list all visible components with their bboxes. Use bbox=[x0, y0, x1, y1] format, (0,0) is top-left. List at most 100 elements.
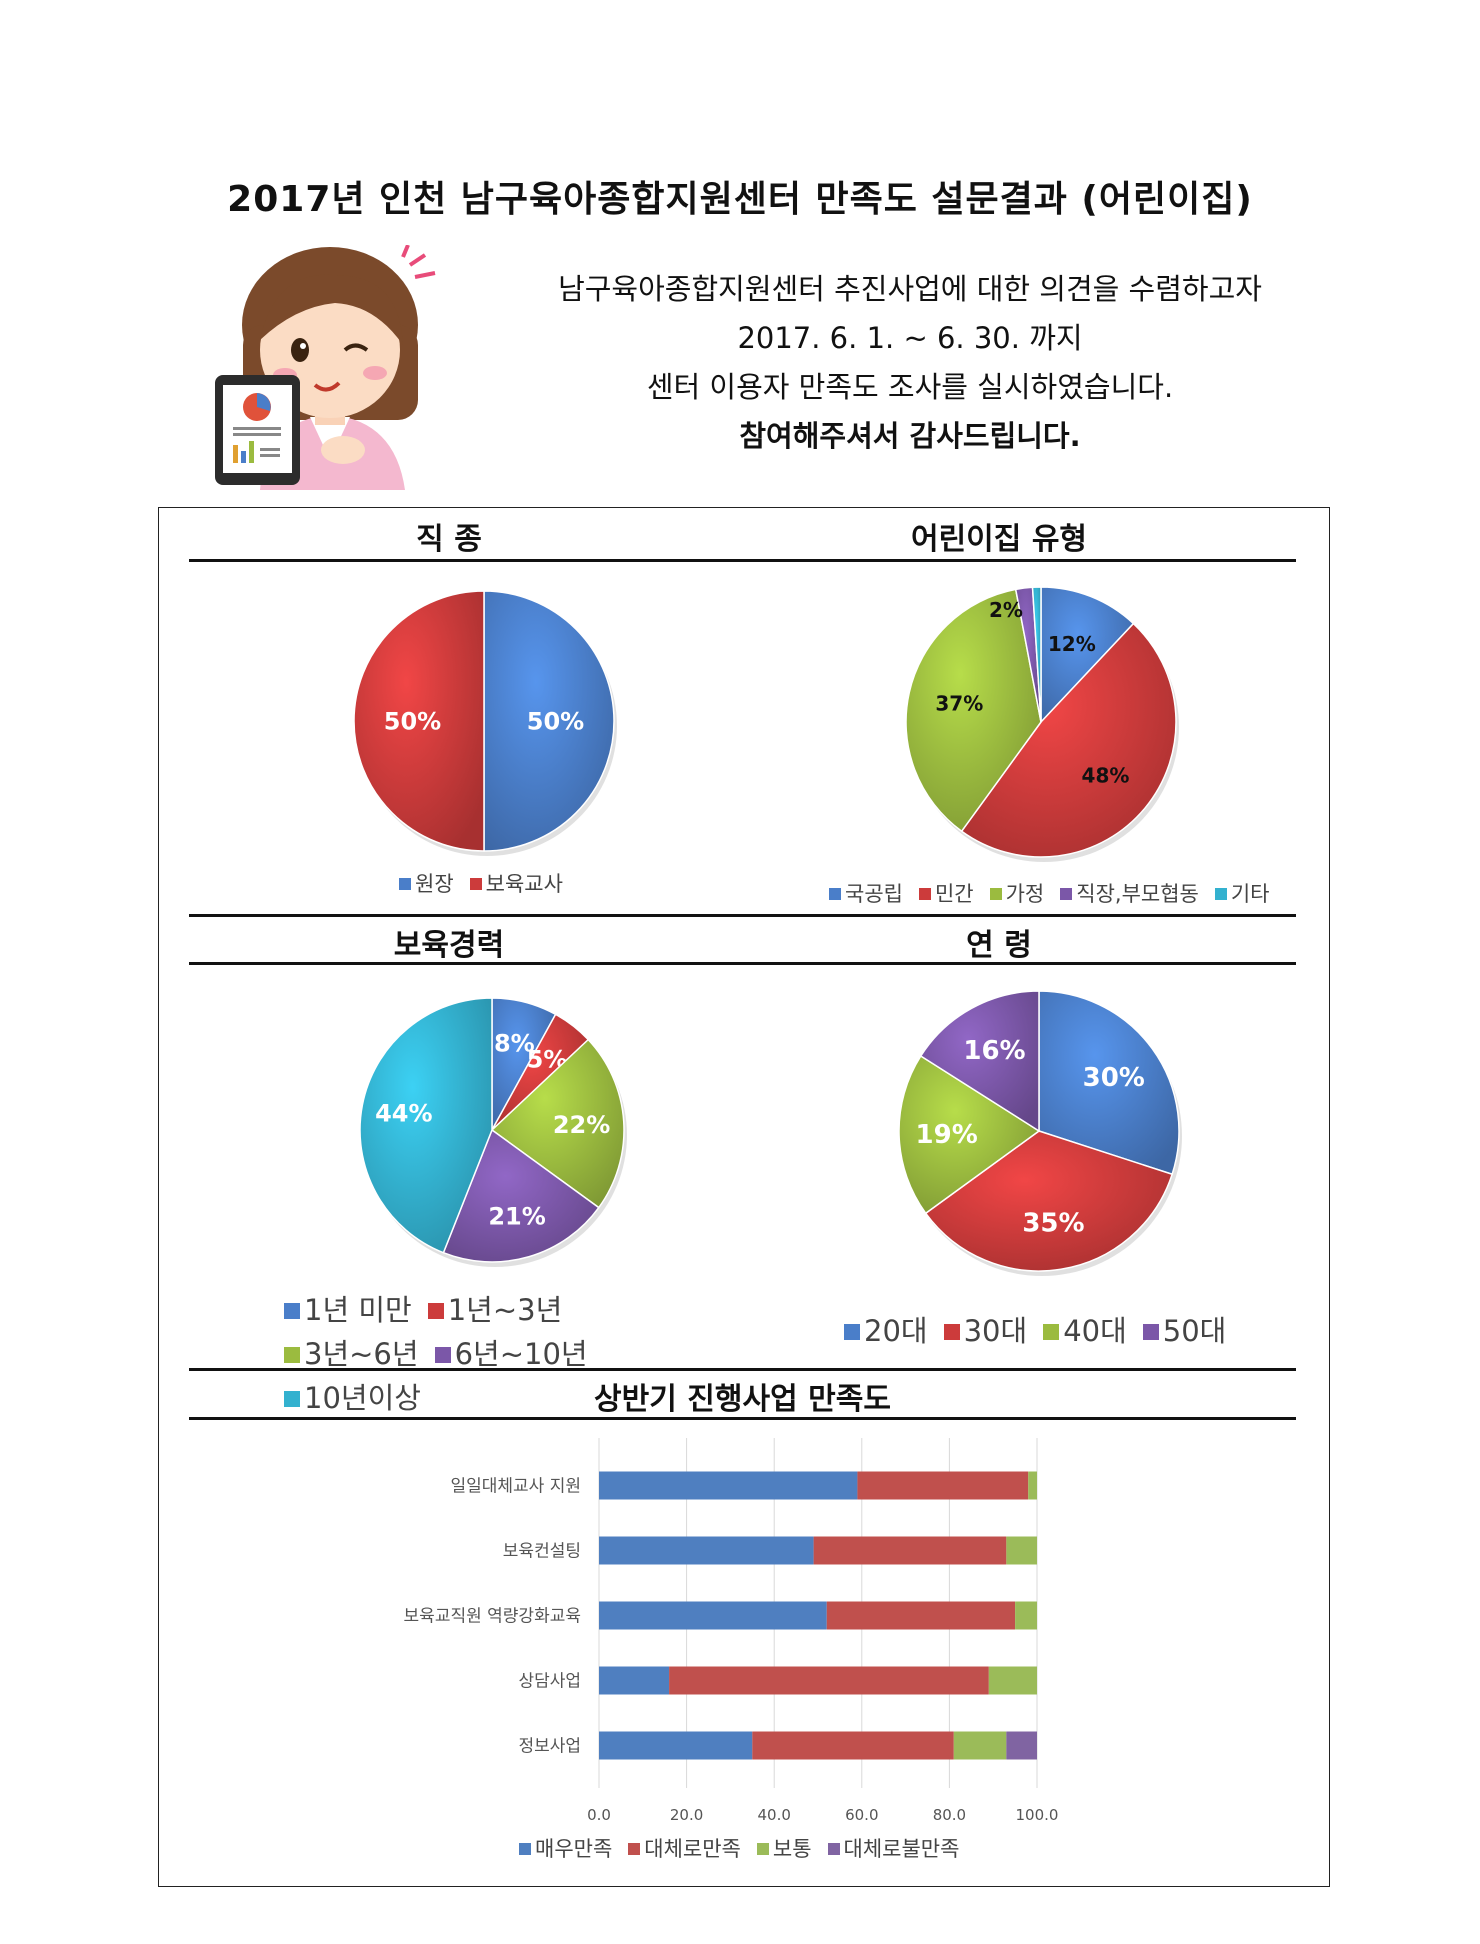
intro-line-3: 센터 이용자 만족도 조사를 실시하였습니다. bbox=[646, 370, 1174, 404]
y-category-label: 보육교직원 역량강화교육 bbox=[404, 1607, 581, 1627]
pie-slice-보육교사 bbox=[353, 590, 485, 852]
pie-value-label: 48% bbox=[1082, 763, 1130, 787]
legend-experience: 1년 미만 1년~3년 3년~6년 6년~10년 10년이상 bbox=[284, 1288, 714, 1420]
y-category-label: 일일대체교사 지원 bbox=[450, 1477, 581, 1497]
legend-satisfaction: 매우만족 대체로만족 보통 대체로불만족 bbox=[519, 1833, 975, 1863]
legend-label: 보통 bbox=[772, 1837, 812, 1861]
bar-segment-보통 bbox=[1028, 1471, 1037, 1500]
pie-value-label: 2% bbox=[989, 598, 1023, 622]
legend-swatch bbox=[519, 1843, 531, 1855]
legend-label: 40대 bbox=[1063, 1314, 1127, 1348]
legend-item: 40대 bbox=[1043, 1308, 1127, 1350]
bar-segment-매우만족 bbox=[599, 1601, 827, 1630]
legend-label: 매우만족 bbox=[535, 1837, 613, 1861]
legend-swatch bbox=[756, 1843, 769, 1855]
pie-slice-원장 bbox=[483, 590, 615, 852]
legend-label: 기타 bbox=[1230, 882, 1270, 906]
chart-title-job: 직 종 bbox=[416, 522, 482, 557]
legend-swatch bbox=[827, 1843, 840, 1855]
bar-segment-대체로만족 bbox=[857, 1471, 1029, 1500]
intro-text: 남구육아종합지원센터 추진사업에 대한 의견을 수렴하고자 2017. 6. 1… bbox=[520, 265, 1300, 461]
legend-item: 50대 bbox=[1142, 1308, 1226, 1350]
x-tick-label: 20.0 bbox=[670, 1806, 703, 1824]
x-tick-label: 80.0 bbox=[933, 1806, 966, 1824]
legend-label: 보육교사 bbox=[485, 872, 563, 896]
legend-item: 국공립 bbox=[829, 878, 903, 908]
legend-label: 대체로불만족 bbox=[843, 1837, 960, 1861]
legend-item: 보육교사 bbox=[469, 868, 563, 898]
legend-item: 직장,부모협동 bbox=[1060, 878, 1199, 908]
legend-item: 매우만족 bbox=[519, 1833, 612, 1863]
legend-label: 민간 bbox=[934, 882, 974, 906]
legend-swatch bbox=[1043, 1324, 1060, 1340]
chart-title-experience: 보육경력 bbox=[393, 928, 505, 963]
legend-swatch bbox=[434, 1347, 451, 1363]
pie-value-label: 22% bbox=[553, 1111, 610, 1139]
legend-swatch bbox=[943, 1324, 960, 1340]
legend-label: 10년이상 bbox=[304, 1381, 421, 1415]
pie-slice-10년이상 bbox=[359, 997, 493, 1254]
woman-with-tablet-illustration bbox=[215, 245, 436, 490]
legend-swatch bbox=[284, 1303, 300, 1319]
pie-slice-30대 bbox=[924, 1130, 1174, 1272]
bar-segment-보통 bbox=[988, 1666, 1037, 1695]
section-rule bbox=[189, 962, 1296, 965]
pie-value-label: 44% bbox=[375, 1100, 432, 1128]
legend-label: 국공립 bbox=[845, 882, 903, 906]
pie-value-label: 21% bbox=[488, 1203, 545, 1231]
legend-item: 6년~10년 bbox=[434, 1332, 588, 1376]
pie-slice-20대 bbox=[1038, 990, 1180, 1176]
pie-value-label: 50% bbox=[384, 707, 441, 735]
legend-item: 대체로만족 bbox=[628, 1833, 741, 1863]
pie-slice-6년~10년 bbox=[442, 1128, 600, 1263]
legend-job: 원장 보육교사 bbox=[399, 868, 579, 898]
legend-swatch bbox=[918, 888, 931, 900]
chart-title-daycare-type: 어린이집 유형 bbox=[910, 522, 1088, 557]
legend-swatch bbox=[1214, 888, 1227, 900]
legend-swatch bbox=[284, 1391, 300, 1407]
bar-segment-보통 bbox=[953, 1731, 1007, 1760]
section-rule bbox=[189, 559, 1296, 562]
pie-value-label: 30% bbox=[1083, 1063, 1145, 1093]
legend-label: 가정 bbox=[1005, 882, 1045, 906]
legend-item: 1년 미만 bbox=[284, 1288, 412, 1332]
section-rule bbox=[189, 1417, 1296, 1420]
bar-segment-매우만족 bbox=[599, 1536, 814, 1565]
pie-value-label: 19% bbox=[916, 1120, 978, 1150]
legend-label: 원장 bbox=[415, 872, 454, 896]
legend-item: 보통 bbox=[756, 1833, 812, 1863]
legend-swatch bbox=[989, 888, 1002, 900]
legend-label: 30대 bbox=[963, 1314, 1028, 1348]
pie-slice-가정 bbox=[905, 588, 1042, 833]
pie-slice-민간 bbox=[960, 622, 1177, 858]
pie-value-label: 37% bbox=[935, 692, 983, 716]
pie-slice-40대 bbox=[898, 1054, 1041, 1215]
legend-swatch bbox=[844, 1324, 860, 1340]
chart-title-age: 연 령 bbox=[966, 928, 1032, 963]
legend-swatch bbox=[829, 888, 841, 900]
pie-value-label: 8% bbox=[494, 1029, 535, 1057]
charts-canvas: 50%50%12%48%37%2%8%5%22%21%44%30%35%19%1… bbox=[353, 586, 1182, 1824]
pie-value-label: 12% bbox=[1048, 632, 1096, 656]
legend-item: 원장 bbox=[399, 868, 454, 898]
legend-item: 3년~6년 bbox=[284, 1332, 419, 1376]
legend-label: 6년~10년 bbox=[454, 1337, 588, 1371]
x-tick-label: 40.0 bbox=[757, 1806, 790, 1824]
legend-swatch bbox=[284, 1347, 300, 1363]
pie-value-label: 50% bbox=[527, 707, 584, 735]
intro-line-1: 남구육아종합지원센터 추진사업에 대한 의견을 수렴하고자 bbox=[558, 272, 1262, 306]
legend-item: 20대 bbox=[844, 1308, 928, 1350]
legend-age: 20대 30대 40대 50대 bbox=[844, 1308, 1242, 1350]
legend-label: 3년~6년 bbox=[304, 1337, 419, 1371]
y-category-label: 상담사업 bbox=[518, 1672, 581, 1692]
x-tick-label: 60.0 bbox=[845, 1806, 878, 1824]
y-category-label: 정보사업 bbox=[518, 1737, 581, 1757]
bar-segment-대체로불만족 bbox=[1006, 1731, 1037, 1760]
page-title: 2017년 인천 남구육아종합지원센터 만족도 설문결과 (어린이집) bbox=[227, 179, 1253, 220]
pie-slice-국공립 bbox=[1040, 586, 1135, 724]
bar-segment-대체로만족 bbox=[826, 1601, 1016, 1630]
bar-segment-대체로만족 bbox=[813, 1536, 1007, 1565]
legend-swatch bbox=[628, 1843, 641, 1855]
bar-segment-보통 bbox=[1015, 1601, 1037, 1630]
x-tick-label: 100.0 bbox=[1016, 1806, 1059, 1824]
